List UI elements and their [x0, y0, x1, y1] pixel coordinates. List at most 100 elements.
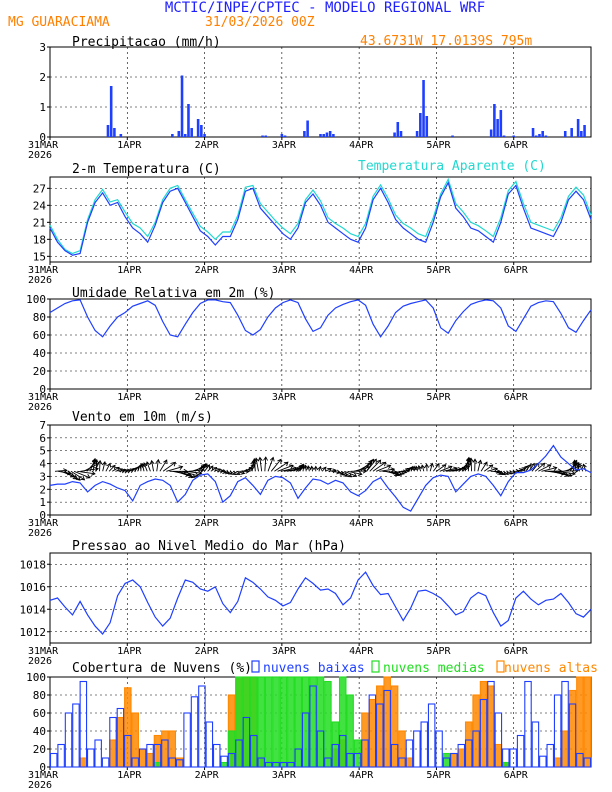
x-tick-label: 5APR [426, 518, 451, 529]
x-tick-label: 3APR [272, 265, 297, 276]
wind-arrow-head [97, 459, 103, 465]
wind-arrow-head [178, 465, 184, 470]
wind-arrow [267, 457, 274, 472]
wind-arrow [162, 462, 176, 472]
x-tick-year: 2026 [28, 780, 52, 791]
y-tick-label: 0 [39, 761, 46, 774]
wind-arrow-head [564, 472, 569, 477]
wind-arrow-head [149, 459, 155, 465]
x-tick-label: 6APR [504, 140, 529, 151]
x-tick-label: 2APR [195, 646, 220, 657]
wind-arrow [213, 468, 221, 472]
wind-arrow-head [145, 461, 151, 467]
y-tick-label: 1 [39, 496, 46, 509]
wind-arrow-head [94, 458, 99, 464]
precip-bar [531, 128, 535, 137]
y-tick-label: 20 [33, 743, 46, 756]
wind-arrow [175, 470, 193, 478]
precip-bar [261, 135, 264, 137]
wind-arrow-head [269, 456, 275, 462]
wind-arrow-head [111, 464, 116, 470]
wind-arrow [439, 466, 453, 472]
x-tick-year: 2026 [28, 275, 52, 286]
wind-arrow-head [200, 467, 205, 473]
x-tick-label: 1APR [117, 265, 142, 276]
precip-bar [496, 119, 499, 137]
cloud-high-bar [146, 752, 154, 768]
wind-arrow-head [155, 458, 161, 464]
wind-title: Vento em 10m (m/s) [72, 410, 213, 425]
x-tick-label: 2APR [195, 770, 220, 781]
cloud-low-bar [227, 752, 236, 768]
cloud-low-bar [279, 761, 288, 768]
wind-arrow [141, 463, 145, 472]
wind-arrow [307, 465, 310, 472]
cloud-mid-bar [235, 676, 243, 768]
legend-label-low: nuvens baixas [263, 661, 365, 676]
cloud-mid-bar [294, 676, 303, 768]
wind-arrow-head [376, 459, 382, 465]
y-tick-label: 100 [26, 293, 46, 306]
x-tick-label: 3APR [272, 392, 297, 403]
cloud-mid-bar [309, 676, 317, 768]
wind-arrow-head [488, 464, 494, 470]
wind-arrow-head [447, 465, 453, 471]
humidity-title: Umidade Relativa em 2m (%) [72, 286, 276, 301]
wind-arrow [112, 466, 120, 472]
wind-arrow [436, 464, 447, 472]
wind-arrow-head [309, 465, 315, 471]
temp-title: 2-m Temperatura (C) [72, 162, 221, 177]
wind-arrow-head [106, 462, 112, 468]
y-tick-label: 6 [39, 432, 46, 445]
wind-arrow [325, 468, 332, 472]
wind-arrow-head [115, 466, 120, 472]
precip-bar [538, 134, 541, 137]
wind-arrow [185, 470, 202, 474]
cloud-high-bar [390, 685, 399, 768]
wind-arrow-head [468, 457, 474, 463]
wind-arrow [92, 458, 96, 472]
precip-bar [399, 131, 403, 137]
precip-bar [512, 135, 516, 137]
wind-arrow-head [203, 463, 208, 469]
cloud-low-bar [153, 743, 162, 768]
wind-arrow-head [317, 465, 323, 471]
y-tick-label: 18 [33, 233, 46, 246]
wind-arrow-head [493, 467, 498, 472]
cloud-low-bar [257, 757, 265, 768]
cloud-high-bar [116, 716, 125, 768]
wind-arrow-head [277, 458, 282, 464]
cloud-low-bar [124, 734, 132, 768]
wind-arrow [264, 457, 267, 472]
wind-arrow [391, 470, 402, 476]
header-title: MCTIC/INPE/CPTEC - MODELO REGIONAL WRF [165, 0, 485, 16]
cloud-mid-bar [316, 676, 325, 768]
cloud-high-bar [79, 757, 88, 768]
wind-arrow-head [322, 466, 327, 472]
wind-arrow [64, 470, 77, 480]
cloud-low-bar [524, 680, 532, 768]
x-tick-label: 6APR [504, 392, 529, 403]
wind-arrow [429, 463, 433, 472]
x-tick-label: 5APR [426, 265, 451, 276]
wind-arrow [375, 465, 391, 472]
wind-arrow-head [577, 462, 583, 468]
wind-arrow-head [352, 472, 358, 477]
wind-arrow [487, 467, 498, 472]
precip-bar [190, 128, 193, 137]
x-tick-label: 2APR [195, 518, 220, 529]
precip-bar [306, 120, 309, 137]
wind-arrow-head [121, 468, 127, 474]
y-tick-label: 80 [33, 689, 46, 702]
wind-arrow-head [306, 465, 312, 470]
cloud-low-bar [87, 748, 95, 768]
wind-arrow [464, 457, 470, 472]
precip-bar [422, 80, 425, 137]
cloud-low-bar [531, 721, 540, 768]
wind-arrow [108, 465, 116, 472]
cloud-low-bar [198, 685, 206, 768]
wind-arrow [344, 470, 357, 477]
cloud-low-bar [509, 748, 517, 768]
cloud-mid-bar [242, 676, 251, 768]
wind-arrow-head [188, 473, 194, 478]
